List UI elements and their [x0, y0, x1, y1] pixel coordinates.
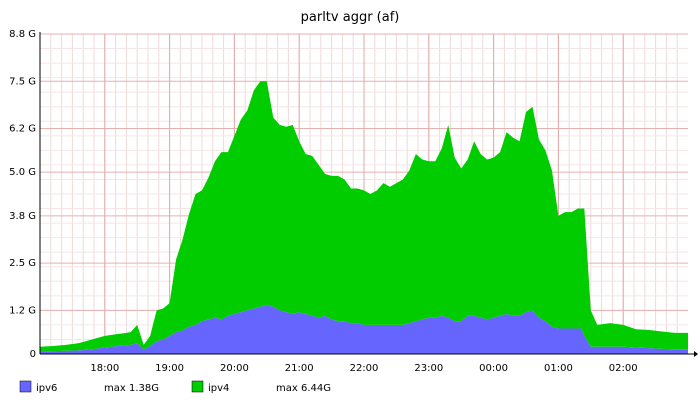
y-tick-label: 5.0 G: [9, 167, 36, 178]
y-tick-label: 1.2 G: [9, 305, 36, 316]
legend-swatch-ipv4: [191, 380, 204, 393]
legend: ipv6 max 1.38G ipv4 max 6.44G: [19, 380, 331, 394]
x-tick-label: 00:00: [479, 363, 508, 374]
area-ipv6: [40, 304, 688, 354]
y-tick-label: 6.2 G: [9, 124, 36, 135]
y-tick-labels: 0 1.2 G 2.5 G 3.8 G 5.0 G 6.2 G 7.5 G 8.8 G: [9, 29, 36, 360]
x-tick-label: 19:00: [155, 363, 184, 374]
legend-label-ipv4: ipv4: [208, 383, 229, 394]
x-tick-label: 22:00: [350, 363, 379, 374]
x-axis-arrow: [694, 351, 698, 357]
y-tick-label: 8.8 G: [9, 29, 36, 40]
y-tick-label: 3.8 G: [9, 211, 36, 222]
x-tick-label: 21:00: [285, 363, 314, 374]
series-areas: [40, 81, 688, 354]
legend-swatch-ipv6: [19, 380, 32, 393]
chart-title: parltv aggr (af): [301, 10, 400, 25]
x-tick-label: 01:00: [544, 363, 573, 374]
x-tick-label: 20:00: [220, 363, 249, 374]
legend-max-ipv4: max 6.44G: [276, 383, 331, 394]
axes: [39, 32, 698, 357]
y-tick-label: 0: [30, 349, 36, 360]
x-tick-label: 02:00: [609, 363, 638, 374]
x-tick-label: 18:00: [90, 363, 119, 374]
area-ipv4: [40, 81, 688, 352]
y-tick-label: 7.5 G: [9, 76, 36, 87]
legend-max-ipv6: max 1.38G: [104, 383, 159, 394]
x-tick-label: 23:00: [414, 363, 443, 374]
x-tick-labels: 18:00 19:00 20:00 21:00 22:00 23:00 00:00 01:00…: [90, 363, 637, 374]
legend-label-ipv6: ipv6: [36, 383, 57, 394]
y-tick-label: 2.5 G: [9, 258, 36, 269]
